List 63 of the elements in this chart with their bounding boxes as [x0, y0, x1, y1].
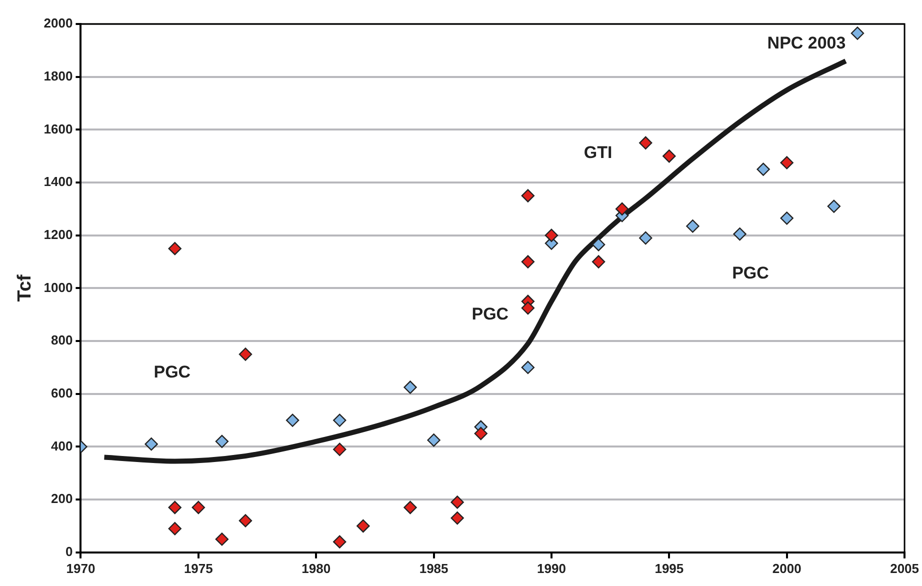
point: [168, 500, 182, 514]
point: [639, 231, 652, 245]
point: [333, 535, 346, 548]
point: [827, 200, 841, 213]
y-tick-label: 600: [51, 385, 73, 400]
x-tick-label: 1995: [654, 560, 684, 576]
point: [427, 434, 440, 447]
point: [192, 500, 206, 514]
annotation: PGC: [472, 304, 509, 324]
x-tick-label: 2000: [772, 560, 802, 576]
x-tick-label: 1985: [419, 560, 448, 576]
point: [780, 156, 794, 170]
y-tick-label: 0: [65, 544, 73, 559]
point: [333, 442, 346, 456]
annotation: NPC 2003: [767, 33, 846, 52]
point: [238, 514, 252, 528]
y-tick-label: 1600: [44, 121, 73, 136]
annotation: GTI: [584, 143, 612, 162]
point: [215, 434, 229, 448]
y-tick-label: 1200: [44, 226, 73, 242]
point: [592, 238, 606, 252]
point: [521, 301, 535, 315]
point: [521, 255, 535, 268]
point: [686, 220, 700, 233]
point: [450, 496, 464, 509]
point: [639, 136, 652, 150]
x-tick-label: 1980: [302, 560, 331, 576]
y-tick-label: 800: [51, 332, 73, 348]
annotation: PGC: [732, 264, 769, 283]
point: [662, 150, 676, 163]
point: [144, 437, 158, 451]
point: [756, 162, 770, 176]
point: [168, 242, 182, 256]
x-tick-label: 1990: [537, 560, 566, 576]
point: [544, 228, 558, 242]
point: [615, 202, 629, 216]
point: [733, 227, 746, 241]
y-tick-label: 2000: [44, 16, 73, 31]
point: [450, 511, 464, 525]
x-tick-label: 1970: [66, 560, 96, 576]
point: [333, 414, 346, 427]
point: [356, 519, 370, 533]
point: [474, 426, 488, 440]
point: [780, 212, 794, 225]
annotation: PGC: [154, 362, 191, 382]
point: [404, 380, 417, 394]
x-tick-label: 1975: [184, 560, 213, 576]
y-tick-label: 200: [51, 491, 73, 506]
y-axis-title: Tcf: [14, 274, 36, 302]
point: [592, 255, 606, 268]
y-tick-label: 1400: [44, 174, 73, 190]
point: [521, 189, 535, 202]
y-tick-label: 400: [51, 438, 73, 454]
point: [215, 532, 229, 546]
x-tick-label: 2005: [890, 560, 919, 576]
y-tick-label: 1000: [44, 280, 73, 295]
point: [168, 522, 182, 536]
point: [521, 360, 535, 374]
point: [286, 414, 300, 427]
y-tick-label: 1800: [44, 68, 73, 84]
point: [404, 500, 417, 514]
point: [850, 26, 864, 40]
point: [238, 348, 252, 361]
